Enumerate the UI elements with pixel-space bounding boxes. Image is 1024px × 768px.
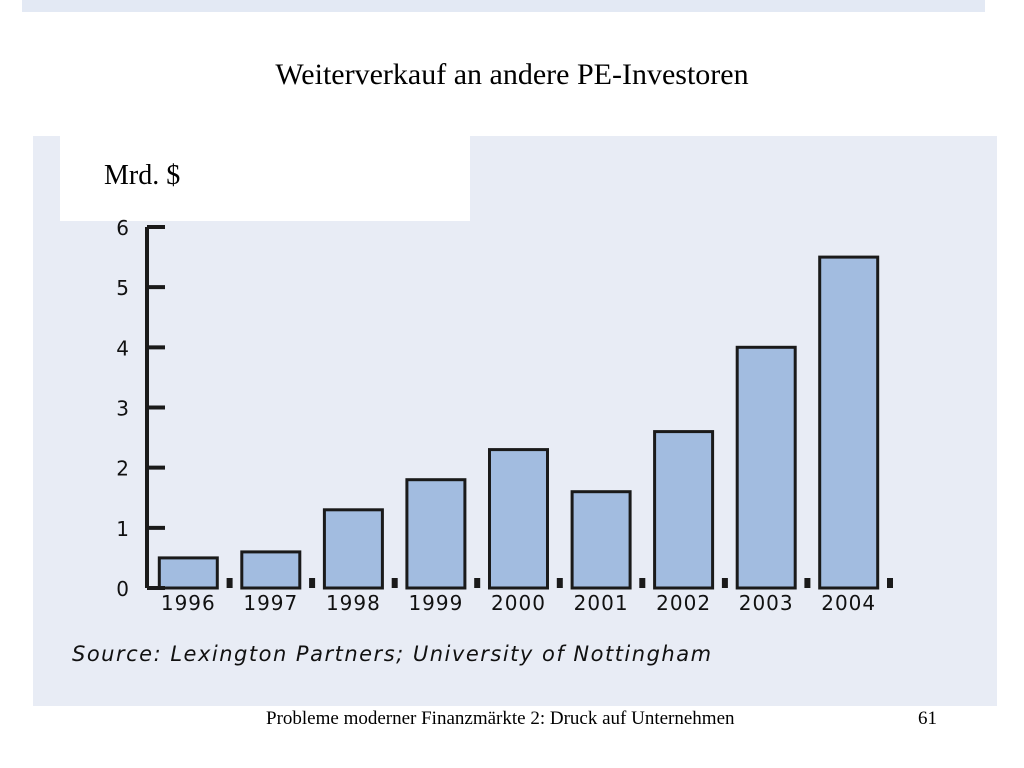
x-tick-label-1999: 1999 — [408, 591, 463, 615]
x-separator-tick-8 — [804, 578, 811, 588]
y-tick-label-1: 1 — [116, 517, 129, 541]
bar-2003 — [735, 345, 797, 590]
x-separator-tick-9 — [887, 578, 893, 588]
y-tick-label-3: 3 — [116, 397, 129, 421]
x-tick-label-1996: 1996 — [161, 591, 216, 615]
top-band — [22, 0, 985, 12]
x-tick-label-2004: 2004 — [821, 591, 876, 615]
bar-2002 — [653, 430, 715, 590]
x-tick-label-2002: 2002 — [656, 591, 711, 615]
y-tick-label-4: 4 — [116, 336, 129, 360]
bar-2001 — [570, 490, 632, 590]
bar-1996 — [157, 556, 219, 590]
slide-title: Weiterverkauf an andere PE-Investoren — [275, 58, 749, 91]
y-tick-label-6: 6 — [116, 216, 129, 240]
y-tick-label-0: 0 — [116, 577, 129, 601]
x-separator-tick-4 — [474, 578, 481, 588]
x-separator-tick-6 — [639, 578, 646, 588]
x-tick-label-2000: 2000 — [491, 591, 546, 615]
x-tick-label-1997: 1997 — [243, 591, 298, 615]
y-unit-label: Mrd. $ — [104, 160, 181, 191]
footer: Probleme moderner Finanzmärkte 2: Druck … — [0, 708, 1024, 732]
bar-1999 — [405, 478, 467, 590]
y-tick-label-5: 5 — [116, 276, 129, 300]
source-note: Source: Lexington Partners; University o… — [72, 642, 713, 666]
bar-2004 — [818, 255, 880, 590]
x-tick-label-2003: 2003 — [739, 591, 794, 615]
y-tick-label-2: 2 — [116, 457, 129, 481]
x-tick-label-1998: 1998 — [326, 591, 381, 615]
x-tick-label-2001: 2001 — [574, 591, 629, 615]
unit-box — [60, 136, 470, 221]
x-separator-tick-5 — [556, 578, 563, 588]
page-number: 61 — [918, 708, 937, 729]
bar-2000 — [488, 448, 549, 590]
x-separator-tick-2 — [309, 578, 316, 588]
bar-1997 — [240, 550, 302, 590]
x-separator-tick-7 — [721, 578, 728, 588]
x-separator-tick-3 — [391, 578, 398, 588]
x-separator-tick-1 — [226, 578, 233, 588]
footer-text: Probleme moderner Finanzmärkte 2: Druck … — [266, 708, 735, 729]
bar-1998 — [322, 508, 384, 590]
